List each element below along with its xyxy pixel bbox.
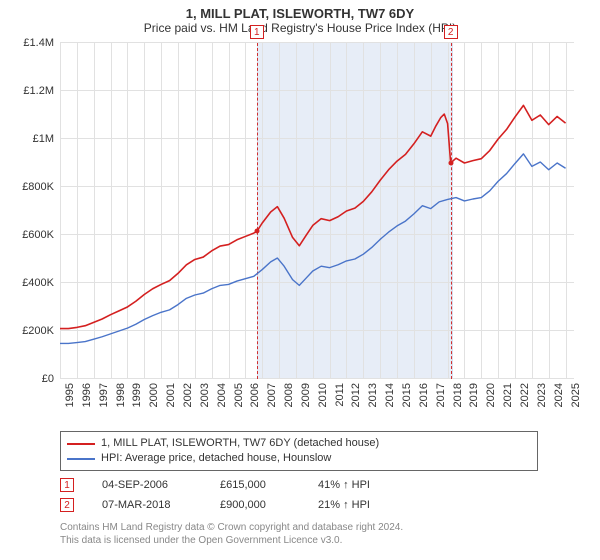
legend-label: HPI: Average price, detached house, Houn… — [101, 451, 331, 466]
sale-price: £900,000 — [220, 495, 290, 515]
x-tick-label: 2015 — [401, 383, 413, 407]
sale-date: 04-SEP-2006 — [102, 475, 192, 495]
plot-area: 12 £0£200K£400K£600K£800K£1M£1.2M£1.4M 1… — [60, 43, 574, 379]
x-tick-label: 1996 — [81, 383, 93, 407]
y-tick-label: £0 — [42, 373, 54, 385]
legend-item: 1, MILL PLAT, ISLEWORTH, TW7 6DY (detach… — [67, 436, 531, 451]
plot-outer: 12 £0£200K£400K£600K£800K£1M£1.2M£1.4M 1… — [10, 39, 590, 429]
x-tick-label: 2011 — [334, 383, 346, 407]
x-tick-label: 2010 — [317, 383, 329, 407]
legend-label: 1, MILL PLAT, ISLEWORTH, TW7 6DY (detach… — [101, 436, 379, 451]
x-tick-label: 2017 — [435, 383, 447, 407]
footer-line-2: This data is licensed under the Open Gov… — [60, 534, 590, 547]
sale-row: 1 04-SEP-2006 £615,000 41% ↑ HPI — [60, 475, 590, 495]
x-tick-label: 2013 — [367, 383, 379, 407]
sale-relative: 21% ↑ HPI — [318, 495, 398, 515]
x-tick-label: 2002 — [182, 383, 194, 407]
y-tick-label: £600K — [22, 229, 54, 241]
x-tick-label: 1995 — [64, 383, 76, 407]
sales-table: 1 04-SEP-2006 £615,000 41% ↑ HPI 2 07-MAR-201… — [60, 475, 590, 515]
y-tick-label: £800K — [22, 181, 54, 193]
callout-box: 1 — [250, 25, 264, 39]
x-tick-label: 2023 — [536, 383, 548, 407]
x-tick-label: 2014 — [384, 383, 396, 407]
legend-swatch — [67, 458, 95, 460]
x-tick-label: 2022 — [519, 383, 531, 407]
sale-marker-dot — [448, 161, 453, 166]
legend: 1, MILL PLAT, ISLEWORTH, TW7 6DY (detach… — [60, 431, 538, 471]
y-tick-label: £1M — [33, 133, 54, 145]
y-tick-label: £1.4M — [23, 37, 54, 49]
x-tick-label: 2003 — [199, 383, 211, 407]
footer-line-1: Contains HM Land Registry data © Crown c… — [60, 521, 590, 534]
y-tick-label: £200K — [22, 325, 54, 337]
x-tick-label: 2024 — [553, 383, 565, 407]
x-tick-label: 2020 — [485, 383, 497, 407]
x-tick-label: 2001 — [165, 383, 177, 407]
sale-number-box: 2 — [60, 498, 74, 512]
x-tick-label: 2005 — [233, 383, 245, 407]
chart-title: 1, MILL PLAT, ISLEWORTH, TW7 6DY — [10, 6, 590, 21]
legend-item: HPI: Average price, detached house, Houn… — [67, 451, 531, 466]
x-tick-label: 2021 — [502, 383, 514, 407]
callout-box: 2 — [444, 25, 458, 39]
sale-price: £615,000 — [220, 475, 290, 495]
series-hpi — [60, 154, 566, 344]
series-paid — [60, 105, 566, 328]
x-tick-label: 2012 — [350, 383, 362, 407]
sale-number-box: 1 — [60, 478, 74, 492]
series-svg — [60, 43, 574, 379]
x-tick-label: 1997 — [98, 383, 110, 407]
x-tick-label: 2019 — [468, 383, 480, 407]
sale-date: 07-MAR-2018 — [102, 495, 192, 515]
y-tick-label: £1.2M — [23, 85, 54, 97]
x-tick-label: 1999 — [131, 383, 143, 407]
footer: Contains HM Land Registry data © Crown c… — [60, 521, 590, 547]
chart-container: 1, MILL PLAT, ISLEWORTH, TW7 6DY Price p… — [0, 0, 600, 560]
sale-marker-dot — [254, 229, 259, 234]
x-tick-label: 2016 — [418, 383, 430, 407]
x-tick-label: 2018 — [452, 383, 464, 407]
x-tick-label: 1998 — [115, 383, 127, 407]
x-tick-label: 2025 — [570, 383, 582, 407]
sale-row: 2 07-MAR-2018 £900,000 21% ↑ HPI — [60, 495, 590, 515]
x-tick-label: 2006 — [249, 383, 261, 407]
x-tick-label: 2008 — [283, 383, 295, 407]
chart-subtitle: Price paid vs. HM Land Registry's House … — [10, 21, 590, 35]
legend-swatch — [67, 443, 95, 445]
x-tick-label: 2004 — [216, 383, 228, 407]
x-tick-label: 2007 — [266, 383, 278, 407]
y-tick-label: £400K — [22, 277, 54, 289]
x-tick-label: 2009 — [300, 383, 312, 407]
x-tick-label: 2000 — [148, 383, 160, 407]
sale-relative: 41% ↑ HPI — [318, 475, 398, 495]
